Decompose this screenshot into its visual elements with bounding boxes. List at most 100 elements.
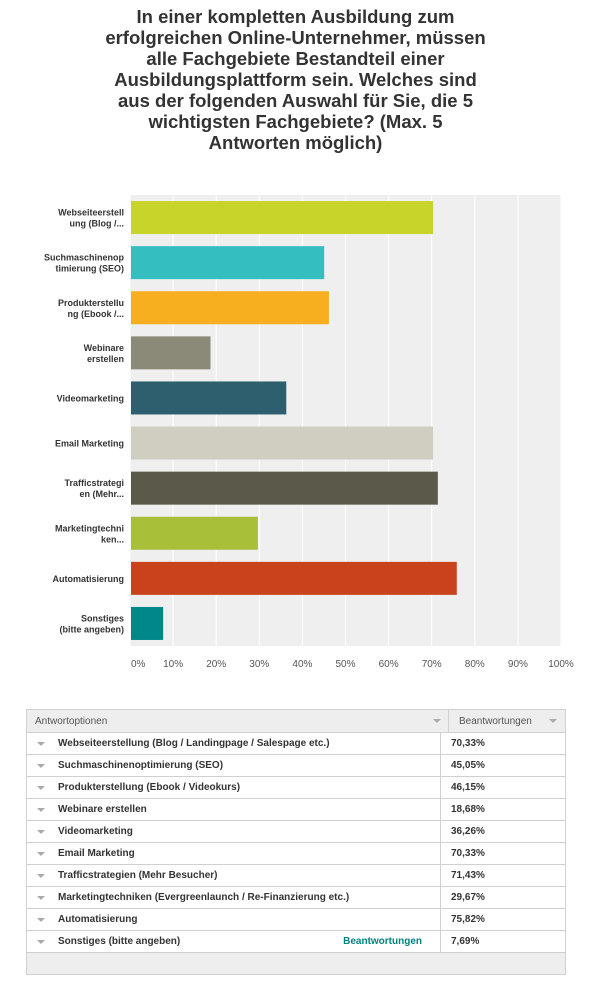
bar[interactable]: [131, 291, 329, 325]
x-tick-label: 90%: [508, 659, 528, 670]
option-cell: Videomarketing: [27, 821, 441, 842]
x-tick-label: 0%: [131, 659, 146, 670]
x-tick-label: 30%: [249, 659, 269, 670]
response-percent: 45,05%: [451, 760, 485, 771]
bar[interactable]: [131, 246, 325, 280]
option-cell: Suchmaschinenoptimierung (SEO): [27, 755, 441, 776]
results-table: Antwortoptionen Beantwortungen Webseitee…: [26, 709, 566, 975]
category-label: Sonstiges (bitte angeben): [60, 613, 125, 634]
value-cell: 36,26%: [441, 821, 565, 842]
table-row: Marketingtechniken (Evergreenlaunch / Re…: [27, 887, 565, 909]
table-row: Produkterstellung (Ebook / Videokurs) 46,…: [27, 777, 565, 799]
option-label: Email Marketing: [58, 848, 135, 859]
question-title: In einer kompletten Ausbildung zum erfol…: [40, 6, 551, 153]
x-tick-label: 60%: [379, 659, 399, 670]
expand-caret-icon[interactable]: [37, 808, 45, 812]
option-label: Sonstiges (bitte angeben): [58, 936, 181, 947]
category-label: Webseiteerstell ung (Blog /...: [58, 208, 124, 229]
response-percent: 70,33%: [451, 738, 485, 749]
header-responses-cell[interactable]: Beantwortungen: [449, 710, 565, 732]
bar[interactable]: [131, 606, 164, 640]
responses-link[interactable]: Beantwortungen: [343, 936, 422, 947]
question-title-line: In einer kompletten Ausbildung zum: [136, 6, 455, 27]
expand-caret-icon[interactable]: [37, 852, 45, 856]
bar-chart: 0% 10% 20% 30% 40% 50% 60% 70% 80% 90% 100% Webseit…: [44, 195, 574, 670]
table-body: Webseiteerstellung (Blog / Landingpage /…: [27, 733, 565, 953]
response-percent: 29,67%: [451, 892, 485, 903]
response-percent: 7,69%: [451, 936, 480, 947]
option-label: Suchmaschinenoptimierung (SEO): [58, 760, 224, 771]
x-tick-label: 70%: [422, 659, 442, 670]
expand-caret-icon[interactable]: [37, 918, 45, 922]
option-label: Webseiteerstellung (Blog / Landingpage /…: [58, 738, 330, 749]
expand-caret-icon[interactable]: [37, 940, 45, 944]
response-percent: 36,26%: [451, 826, 485, 837]
expand-caret-icon[interactable]: [37, 742, 45, 746]
table-header: Antwortoptionen Beantwortungen: [27, 710, 565, 733]
category-label: Produkterstellu ng (Ebook /...: [58, 298, 124, 319]
option-label: Webinare erstellen: [58, 804, 147, 815]
option-cell: Marketingtechniken (Evergreenlaunch / Re…: [27, 887, 441, 908]
question-title-line: Antworten möglich): [208, 132, 383, 153]
category-label: Videomarketing: [57, 393, 124, 403]
category-label: Email Marketing: [55, 439, 124, 449]
x-tick-label: 100%: [548, 659, 574, 670]
option-cell: Webinare erstellen: [27, 799, 441, 820]
option-label: Automatisierung: [58, 914, 138, 925]
header-option-label: Antwortoptionen: [35, 715, 108, 727]
option-cell: Email Marketing: [27, 843, 441, 864]
response-percent: 71,43%: [451, 870, 485, 881]
expand-caret-icon[interactable]: [37, 764, 45, 768]
response-percent: 46,15%: [451, 782, 485, 793]
expand-caret-icon[interactable]: [37, 874, 45, 878]
table-row: Webseiteerstellung (Blog / Landingpage /…: [27, 733, 565, 755]
bar[interactable]: [131, 426, 434, 460]
value-cell: 45,05%: [441, 755, 565, 776]
question-title-line: Ausbildungsplattform sein. Welches sind: [114, 69, 477, 90]
category-label: Trafficstrategi en (Mehr...: [64, 478, 124, 499]
value-cell: 75,82%: [441, 909, 565, 930]
x-tick-label: 40%: [292, 659, 312, 670]
category-label: Suchmaschinenop timierung (SEO): [44, 253, 125, 274]
value-cell: 70,33%: [441, 843, 565, 864]
option-cell: Trafficstrategien (Mehr Besucher): [27, 865, 441, 886]
header-responses-label: Beantwortungen: [459, 715, 532, 727]
option-label: Marketingtechniken (Evergreenlaunch / Re…: [58, 892, 350, 903]
value-cell: 7,69%: [441, 931, 565, 952]
x-tick-label: 20%: [206, 659, 226, 670]
option-cell: Webseiteerstellung (Blog / Landingpage /…: [27, 733, 441, 754]
question-title-line: alle Fachgebiete Bestandteil einer: [146, 48, 445, 69]
x-tick-label: 50%: [335, 659, 355, 670]
bar[interactable]: [131, 336, 211, 370]
response-percent: 18,68%: [451, 804, 485, 815]
category-label: Marketingtechni ken...: [55, 523, 124, 544]
value-cell: 46,15%: [441, 777, 565, 798]
category-label: Webinare erstellen: [84, 343, 124, 364]
response-percent: 75,82%: [451, 914, 485, 925]
response-percent: 70,33%: [451, 848, 485, 859]
sort-caret-icon[interactable]: [549, 719, 557, 723]
sort-caret-icon[interactable]: [433, 719, 441, 723]
table-row: Videomarketing 36,26%: [27, 821, 565, 843]
bar[interactable]: [131, 381, 287, 415]
bar[interactable]: [131, 471, 438, 505]
table-row: Suchmaschinenoptimierung (SEO) 45,05%: [27, 755, 565, 777]
bar[interactable]: [131, 201, 434, 235]
value-cell: 18,68%: [441, 799, 565, 820]
x-tick-label: 80%: [465, 659, 485, 670]
question-title-line: wichtigsten Fachgebiete? (Max. 5: [148, 111, 443, 132]
value-cell: 29,67%: [441, 887, 565, 908]
bar[interactable]: [131, 561, 457, 595]
expand-caret-icon[interactable]: [37, 786, 45, 790]
header-option-cell[interactable]: Antwortoptionen: [27, 710, 449, 732]
expand-caret-icon[interactable]: [37, 896, 45, 900]
table-row: Automatisierung 75,82%: [27, 909, 565, 931]
option-cell: Sonstiges (bitte angeben) Beantwortungen: [27, 931, 441, 952]
question-title-line: erfolgreichen Online-Unternehmer, müssen: [105, 27, 486, 48]
option-cell: Produkterstellung (Ebook / Videokurs): [27, 777, 441, 798]
option-label: Videomarketing: [58, 826, 133, 837]
table-row: Trafficstrategien (Mehr Besucher) 71,43%: [27, 865, 565, 887]
table-row: Email Marketing 70,33%: [27, 843, 565, 865]
expand-caret-icon[interactable]: [37, 830, 45, 834]
bar[interactable]: [131, 516, 258, 550]
